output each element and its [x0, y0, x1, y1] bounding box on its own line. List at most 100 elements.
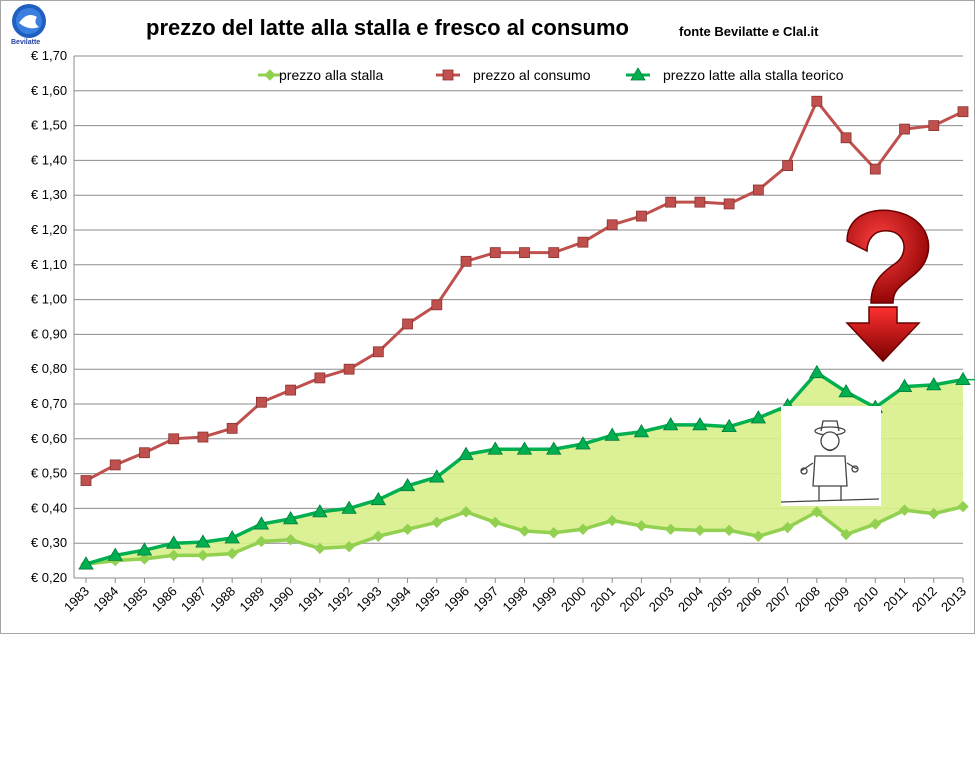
- x-tick-label: 1990: [266, 584, 297, 615]
- data-point: [195, 534, 211, 548]
- data-point: [197, 549, 209, 562]
- x-tick-label: 1983: [61, 584, 92, 615]
- legend: prezzo alla stalla prezzo al consumo prezz…: [258, 67, 844, 83]
- data-point: [197, 431, 209, 443]
- data-point: [372, 530, 385, 542]
- data-point: [577, 523, 589, 535]
- data-point: [460, 506, 472, 518]
- x-tick-label: 2007: [763, 584, 794, 615]
- x-tick-label: 1998: [500, 584, 531, 615]
- x-tick-label: 1995: [412, 584, 443, 615]
- chart-frame: Bevilatte prezzo del latte alla stalla e…: [0, 0, 975, 634]
- data-point: [312, 504, 328, 518]
- legend-marker: [630, 67, 646, 81]
- y-tick-label: € 0,30: [31, 535, 67, 550]
- legend-label: prezzo latte alla stalla teorico: [663, 67, 844, 83]
- data-point: [429, 469, 445, 483]
- data-point: [692, 417, 708, 431]
- x-tick-label: 1993: [353, 584, 384, 615]
- data-point: [782, 160, 793, 172]
- y-axis: € 0,20 € 0,30 € 0,40 € 0,50 € 0,60 € 0,70 € 0,…: [31, 48, 75, 585]
- data-point: [253, 516, 270, 530]
- data-point: [341, 500, 357, 514]
- y-tick-label: € 0,70: [31, 396, 67, 411]
- data-point: [665, 196, 677, 208]
- legend-item-2: prezzo latte alla stalla teorico: [626, 67, 844, 83]
- data-point: [399, 477, 416, 492]
- data-point: [255, 535, 268, 548]
- x-tick-label: 1992: [324, 584, 355, 615]
- data-point: [721, 418, 737, 433]
- data-point: [723, 524, 735, 537]
- data-point: [840, 528, 852, 541]
- data-point: [518, 525, 531, 537]
- data-point: [957, 500, 969, 513]
- y-tick-label: € 0,90: [31, 326, 67, 341]
- data-point: [838, 384, 854, 398]
- data-point: [869, 518, 882, 530]
- legend-item-0: prezzo alla stalla: [258, 67, 383, 83]
- x-axis: 1983198419851986198719881989199019911992…: [61, 578, 969, 615]
- legend-marker: [442, 69, 454, 81]
- data-point: [955, 371, 971, 386]
- data-point: [752, 184, 764, 196]
- x-tick-label: 2002: [616, 584, 647, 615]
- data-point: [224, 530, 240, 544]
- data-point: [80, 475, 92, 486]
- legend-label: prezzo al consumo: [473, 67, 591, 83]
- data-point: [781, 521, 794, 534]
- y-tick-label: € 0,80: [31, 361, 67, 376]
- x-tick-label: 1988: [207, 584, 238, 615]
- data-point: [370, 491, 387, 506]
- x-tick-label: 1991: [295, 584, 326, 615]
- x-tick-label: 2004: [675, 584, 706, 615]
- data-point: [633, 424, 650, 438]
- data-point: [752, 530, 765, 542]
- data-point: [167, 549, 180, 562]
- y-tick-label: € 1,50: [31, 118, 67, 133]
- data-point: [548, 527, 560, 539]
- data-point: [664, 523, 677, 535]
- x-tick-label: 2010: [850, 584, 881, 615]
- data-point: [314, 542, 326, 555]
- data-point: [809, 364, 825, 379]
- bevilatte-logo: Bevilatte: [11, 4, 46, 46]
- x-tick-label: 2001: [587, 584, 618, 615]
- data-point: [460, 255, 472, 267]
- data-point: [372, 346, 384, 358]
- data-point: [168, 433, 180, 445]
- data-point: [606, 219, 618, 231]
- data-point: [226, 547, 238, 560]
- data-point: [431, 516, 443, 529]
- series-layer: [78, 95, 971, 570]
- data-point: [750, 410, 767, 424]
- x-tick-label: 1994: [383, 584, 414, 615]
- price-chart: Bevilatte prezzo del latte alla stalla e…: [11, 4, 975, 615]
- series-2: [78, 364, 971, 570]
- x-tick-label: 1999: [529, 584, 560, 615]
- data-point: [928, 507, 940, 520]
- x-tick-label: 2003: [646, 584, 677, 615]
- data-point: [840, 132, 852, 144]
- data-point: [516, 441, 533, 455]
- x-tick-label: 1986: [149, 584, 180, 615]
- data-point: [458, 446, 474, 460]
- data-point: [107, 547, 123, 561]
- y-tick-label: € 0,60: [31, 431, 67, 446]
- data-point: [402, 318, 413, 330]
- x-tick-label: 1985: [120, 584, 151, 615]
- data-point: [694, 524, 706, 537]
- data-point: [635, 520, 648, 532]
- data-point: [869, 163, 881, 175]
- x-tick-label: 2011: [880, 584, 910, 614]
- series-1: [80, 95, 969, 486]
- x-tick-label: 1997: [470, 584, 501, 615]
- series-0: [80, 500, 969, 570]
- x-tick-label: 1987: [178, 584, 209, 615]
- y-tick-label: € 1,00: [31, 292, 67, 307]
- x-tick-label: 2005: [704, 584, 735, 615]
- x-tick-label: 1996: [441, 584, 472, 615]
- chart-title: prezzo del latte alla stalla e fresco al…: [146, 15, 629, 40]
- data-point: [282, 511, 299, 525]
- data-point: [899, 123, 910, 135]
